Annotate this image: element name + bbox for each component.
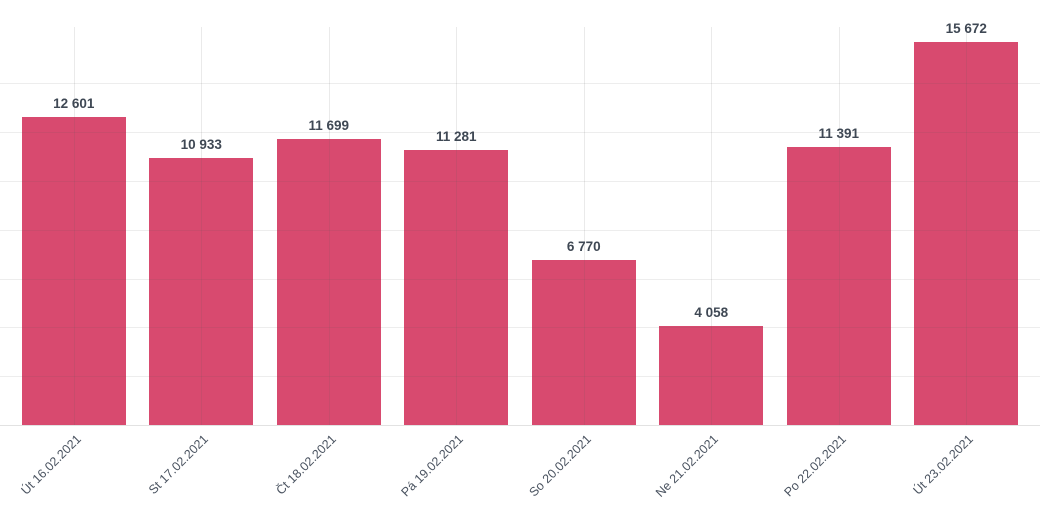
vertical-gridline xyxy=(711,27,713,425)
bar-value-label: 6 770 xyxy=(566,238,601,254)
bar[interactable] xyxy=(21,117,126,425)
x-axis-category-label: Út 23.02.2021 xyxy=(910,432,977,498)
bar[interactable] xyxy=(659,325,764,425)
x-axis-category-label: St 17.02.2021 xyxy=(146,432,212,497)
x-axis-category-label: So 20.02.2021 xyxy=(526,432,594,500)
horizontal-gridline xyxy=(0,180,1040,182)
vertical-gridline xyxy=(328,27,330,425)
bar-value-label: 15 672 xyxy=(945,21,987,37)
bar[interactable] xyxy=(149,158,254,425)
vertical-gridline xyxy=(966,27,968,425)
vertical-gridline xyxy=(838,27,840,425)
horizontal-gridline xyxy=(0,327,1040,329)
horizontal-gridline xyxy=(0,132,1040,133)
bar[interactable] xyxy=(786,146,891,425)
vertical-gridline xyxy=(583,27,585,425)
x-axis-category-label: Pá 19.02.2021 xyxy=(398,432,467,500)
x-axis-category-label: Ne 21.02.2021 xyxy=(653,432,722,500)
bar[interactable] xyxy=(404,149,509,425)
bar-value-label: 10 933 xyxy=(180,137,222,152)
horizontal-gridline xyxy=(0,83,1040,85)
bar-value-label: 4 058 xyxy=(694,304,729,320)
bar-value-label: 12 601 xyxy=(53,96,95,112)
x-axis-category-label: Po 22.02.2021 xyxy=(781,432,849,500)
bar[interactable] xyxy=(276,139,381,425)
vertical-gridline xyxy=(456,27,458,425)
bar[interactable] xyxy=(914,42,1019,425)
bar-value-label: 11 281 xyxy=(436,128,477,144)
bar[interactable] xyxy=(531,259,636,425)
horizontal-gridline xyxy=(0,278,1040,280)
x-axis-category-label: Út 16.02.2021 xyxy=(18,432,84,498)
bar-value-label: 11 391 xyxy=(818,125,860,141)
horizontal-gridline xyxy=(0,229,1040,231)
horizontal-gridline xyxy=(0,376,1040,378)
bar-value-label: 11 699 xyxy=(308,118,350,134)
x-axis-category-label: Čt 18.02.2021 xyxy=(273,432,339,498)
x-axis-line xyxy=(0,425,1040,426)
vertical-gridline xyxy=(201,27,203,425)
vertical-gridline xyxy=(73,27,75,425)
